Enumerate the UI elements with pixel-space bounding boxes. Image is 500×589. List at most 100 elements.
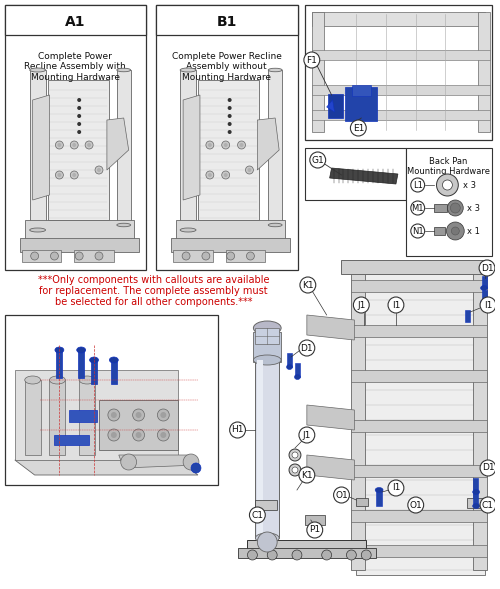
Bar <box>5 315 218 485</box>
Circle shape <box>289 464 301 476</box>
Text: O1: O1 <box>410 501 422 509</box>
Bar <box>180 70 196 230</box>
Text: J1: J1 <box>302 431 311 439</box>
Polygon shape <box>119 455 198 468</box>
Text: G1: G1 <box>312 155 324 164</box>
Bar <box>434 204 448 212</box>
Circle shape <box>246 252 254 260</box>
Circle shape <box>136 412 141 418</box>
Circle shape <box>72 143 76 147</box>
Bar <box>176 220 285 242</box>
Circle shape <box>108 409 120 421</box>
Ellipse shape <box>79 376 95 384</box>
Bar <box>156 5 298 35</box>
Bar <box>342 260 490 274</box>
Circle shape <box>132 429 144 441</box>
Text: K1: K1 <box>301 471 312 479</box>
Circle shape <box>230 422 246 438</box>
Circle shape <box>70 141 78 149</box>
Polygon shape <box>330 168 398 184</box>
Bar <box>352 325 487 337</box>
Circle shape <box>56 141 64 149</box>
Circle shape <box>411 201 424 215</box>
Bar <box>352 510 487 522</box>
Text: F1: F1 <box>306 55 317 65</box>
Circle shape <box>226 252 234 260</box>
Circle shape <box>350 120 366 136</box>
Circle shape <box>299 340 315 356</box>
Bar <box>465 310 470 322</box>
Ellipse shape <box>30 68 46 72</box>
Circle shape <box>300 277 316 293</box>
Circle shape <box>240 143 244 147</box>
Circle shape <box>158 409 170 421</box>
Circle shape <box>388 297 404 313</box>
Text: H1: H1 <box>232 425 244 435</box>
Circle shape <box>452 227 460 235</box>
Circle shape <box>450 203 460 213</box>
Circle shape <box>446 222 464 240</box>
Bar <box>352 465 487 477</box>
Circle shape <box>354 297 369 313</box>
Circle shape <box>58 143 62 147</box>
Bar <box>376 490 382 506</box>
Text: E1: E1 <box>352 124 364 133</box>
Text: C1: C1 <box>482 501 494 509</box>
Text: D1: D1 <box>482 464 494 472</box>
Circle shape <box>448 200 463 216</box>
Ellipse shape <box>254 321 281 335</box>
Circle shape <box>411 224 424 238</box>
Text: J1: J1 <box>357 300 366 309</box>
Bar <box>22 250 62 262</box>
Ellipse shape <box>294 375 300 379</box>
Polygon shape <box>307 455 354 480</box>
Bar <box>56 350 62 378</box>
Circle shape <box>411 178 424 192</box>
Circle shape <box>182 252 190 260</box>
Text: Back Pan
Mounting Hardware: Back Pan Mounting Hardware <box>407 157 490 176</box>
Text: x 1: x 1 <box>467 227 480 236</box>
Ellipse shape <box>117 223 130 227</box>
Circle shape <box>30 252 38 260</box>
Circle shape <box>388 480 404 496</box>
Text: M1: M1 <box>412 204 424 213</box>
Text: x 3: x 3 <box>467 204 480 213</box>
Circle shape <box>50 252 58 260</box>
Circle shape <box>228 130 232 134</box>
Bar <box>482 290 487 302</box>
Circle shape <box>246 166 254 174</box>
Bar <box>254 332 281 362</box>
Circle shape <box>258 532 277 552</box>
Circle shape <box>206 141 214 149</box>
Bar <box>268 70 282 225</box>
Ellipse shape <box>375 488 383 492</box>
Bar <box>50 380 66 455</box>
Circle shape <box>436 174 458 196</box>
Circle shape <box>160 412 166 418</box>
Bar <box>312 85 490 95</box>
Circle shape <box>222 141 230 149</box>
Circle shape <box>228 98 232 102</box>
Circle shape <box>77 122 81 126</box>
Circle shape <box>304 52 320 68</box>
Ellipse shape <box>55 347 64 353</box>
Circle shape <box>250 507 266 523</box>
Bar <box>238 548 376 558</box>
Text: B1: B1 <box>216 15 237 29</box>
Bar <box>478 12 490 132</box>
Circle shape <box>77 114 81 118</box>
Circle shape <box>158 429 170 441</box>
FancyBboxPatch shape <box>352 84 370 95</box>
Circle shape <box>362 550 371 560</box>
Circle shape <box>479 260 495 276</box>
Ellipse shape <box>24 376 40 384</box>
Bar <box>473 478 478 492</box>
Polygon shape <box>258 118 279 170</box>
Bar <box>356 498 368 506</box>
Circle shape <box>442 180 452 190</box>
Polygon shape <box>15 370 178 460</box>
Bar <box>352 270 366 570</box>
Bar <box>111 360 117 384</box>
Circle shape <box>248 168 252 172</box>
Bar <box>406 148 492 256</box>
